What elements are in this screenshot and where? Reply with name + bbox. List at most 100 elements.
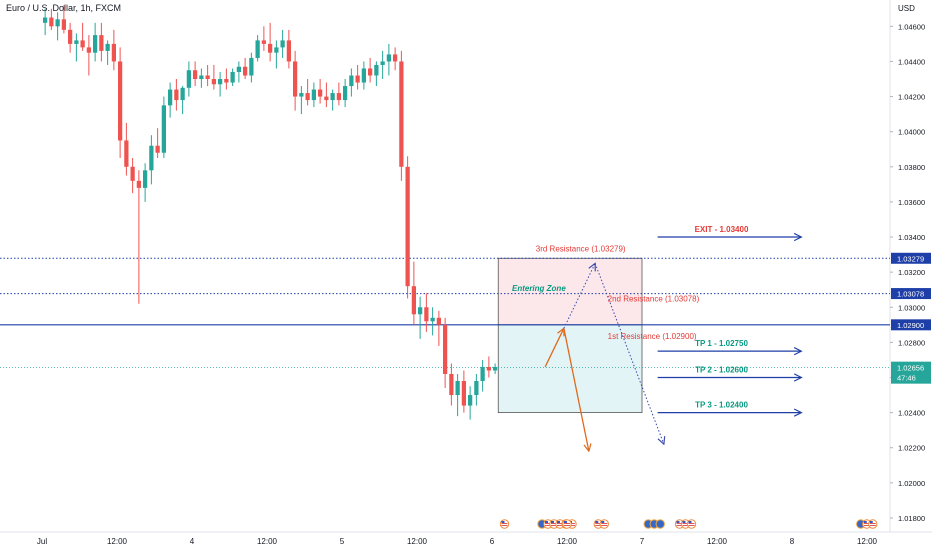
candle-body xyxy=(80,40,85,48)
candle-body xyxy=(430,317,435,322)
us-flag-canton xyxy=(676,521,680,523)
candle-body xyxy=(49,17,54,27)
calendar-event[interactable] xyxy=(499,519,510,529)
scenario-orange-arrow xyxy=(544,328,564,368)
calendar-event[interactable] xyxy=(674,519,697,529)
candle-body xyxy=(374,64,379,76)
chart-title: Euro / U.S. Dollar, 1h, FXCM xyxy=(6,3,122,13)
us-flag-stripe xyxy=(545,523,551,524)
candle-body xyxy=(149,145,154,171)
us-flag-stripe xyxy=(601,525,608,526)
us-flag-stripe xyxy=(688,525,695,526)
candle-body xyxy=(243,66,248,76)
candle-body xyxy=(455,381,460,396)
candle-body xyxy=(405,166,410,287)
us-flag-canton xyxy=(557,521,560,523)
resistance-label: 3rd Resistance (1.03279) xyxy=(536,244,626,253)
candle-body xyxy=(249,57,254,76)
us-flag-stripe xyxy=(869,525,876,526)
us-flag-stripe xyxy=(688,523,695,524)
y-tick-label: 1.04200 xyxy=(898,93,925,102)
candle-body xyxy=(230,71,235,83)
level-badge-label: 1.02900 xyxy=(897,321,924,330)
candle-body xyxy=(449,373,454,396)
candle-body xyxy=(155,145,160,153)
scenario-blue-dotted-arrow xyxy=(563,263,595,329)
y-tick-label: 1.04600 xyxy=(898,22,925,31)
candle-body xyxy=(355,75,360,83)
y-tick-label: 1.01800 xyxy=(898,514,925,523)
us-flag-canton xyxy=(682,521,686,523)
event-icon xyxy=(655,519,665,529)
calendar-event[interactable] xyxy=(856,519,878,529)
candle-body xyxy=(361,68,366,83)
candle-body xyxy=(330,93,335,101)
candle-body xyxy=(480,366,485,382)
candle-body xyxy=(318,89,323,97)
candle-body xyxy=(399,61,404,167)
us-flag-canton xyxy=(551,521,554,523)
candle-body xyxy=(105,43,110,51)
x-tick-label: 12:00 xyxy=(857,537,878,546)
calendar-event[interactable] xyxy=(643,519,665,529)
x-tick-label: 4 xyxy=(190,537,195,546)
candle-body xyxy=(55,19,60,27)
target-label: TP 3 - 1.02400 xyxy=(695,401,748,410)
candle-body xyxy=(199,75,204,80)
calendar-event[interactable] xyxy=(562,519,572,529)
candle-body xyxy=(268,43,273,53)
candle-body xyxy=(411,286,416,315)
candle-body xyxy=(211,79,216,85)
candle-body xyxy=(386,54,391,62)
candle-body xyxy=(224,79,229,83)
candle-body xyxy=(349,75,354,87)
y-tick-label: 1.04000 xyxy=(898,128,925,137)
us-flag-stripe xyxy=(569,523,575,524)
scenario-orange-arrow xyxy=(563,328,589,451)
candle-body xyxy=(299,93,304,97)
candle-body xyxy=(293,61,298,97)
target-label: TP 2 - 1.02600 xyxy=(695,365,748,374)
x-tick-label: 5 xyxy=(340,537,345,546)
candle-body xyxy=(161,105,166,153)
x-tick-label: 12:00 xyxy=(257,537,278,546)
candle-body xyxy=(174,89,179,101)
y-tick-label: 1.02400 xyxy=(898,409,925,418)
calendar-event[interactable] xyxy=(593,519,609,529)
x-tick-label: 8 xyxy=(790,537,795,546)
entry-zone-upper-box xyxy=(497,257,643,326)
us-flag-canton xyxy=(869,521,873,523)
us-flag-canton xyxy=(564,521,567,523)
currency-label: USD xyxy=(898,4,915,13)
us-flag-stripe xyxy=(682,523,689,524)
candle-body xyxy=(74,40,79,44)
candle-body xyxy=(118,61,123,141)
level-badge-label: 1.03279 xyxy=(897,254,924,263)
x-tick-label: 12:00 xyxy=(107,537,128,546)
candle-body xyxy=(443,324,448,374)
candle-body xyxy=(436,317,441,325)
candle-body xyxy=(368,68,373,76)
candle-body xyxy=(380,61,385,65)
us-flag-stripe xyxy=(682,525,689,526)
us-flag-stripe xyxy=(551,525,557,526)
x-tick-label: 12:00 xyxy=(557,537,578,546)
us-flag-stripe xyxy=(501,525,508,526)
candle-body xyxy=(255,40,260,58)
y-tick-label: 1.02000 xyxy=(898,479,925,488)
entry-zone-lower-box xyxy=(497,324,643,414)
us-flag-stripe xyxy=(595,525,602,526)
candle-body xyxy=(286,40,291,62)
us-flag-stripe xyxy=(564,525,570,526)
candle-body xyxy=(424,307,429,322)
x-tick-label: 12:00 xyxy=(407,537,428,546)
x-tick-label: 6 xyxy=(490,537,495,546)
level-badge xyxy=(891,252,931,264)
us-flag-canton xyxy=(863,521,867,523)
us-flag-canton xyxy=(545,521,548,523)
y-tick-label: 1.03200 xyxy=(898,268,925,277)
candle-body xyxy=(474,381,479,396)
us-flag-canton xyxy=(595,521,599,523)
current-price-label: 1.02656 xyxy=(897,364,924,373)
